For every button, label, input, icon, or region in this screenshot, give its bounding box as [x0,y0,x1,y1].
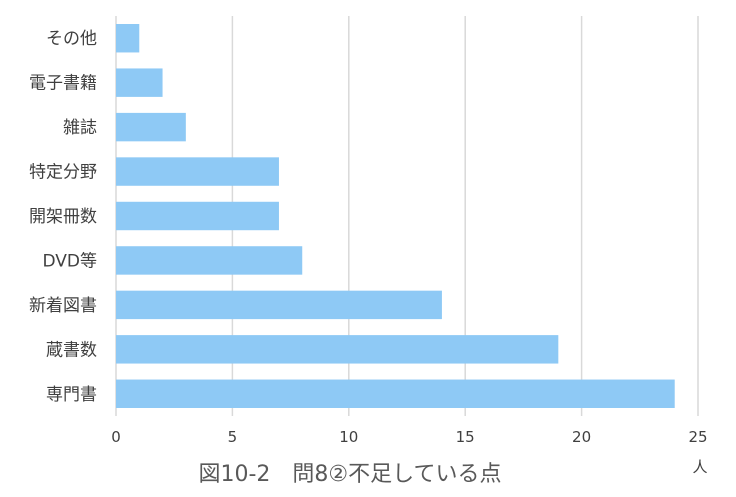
x-tick-label: 5 [228,428,238,446]
bar [116,246,303,275]
x-tick-label: 10 [339,428,358,446]
bar [116,379,675,408]
bars [116,24,675,408]
x-tick-label: 25 [688,428,707,446]
category-label: 電子書籍 [29,74,97,94]
category-label: 特定分野 [29,163,97,183]
bar [116,290,442,320]
bar [116,68,163,97]
category-label: その他 [46,29,97,49]
bar [116,24,140,53]
x-tick-label: 0 [111,428,121,446]
bar [116,112,186,142]
category-label: 専門書 [46,385,97,405]
x-tick-labels: 0 5 10 15 20 25 [111,428,707,446]
bar [116,335,559,364]
category-label: DVD等 [42,251,97,271]
bar [116,157,279,186]
category-label: 開架冊数 [29,207,97,227]
chart-title: 図10-2 問8②不足している点 [199,462,502,487]
category-label: 新着図書 [29,296,97,316]
category-label: 雑誌 [63,118,97,138]
bar [116,201,279,231]
x-axis-unit-label: 人 [692,458,707,476]
x-tick-label: 15 [456,428,475,446]
category-label: 蔵書数 [46,340,97,360]
x-tick-label: 20 [572,428,591,446]
